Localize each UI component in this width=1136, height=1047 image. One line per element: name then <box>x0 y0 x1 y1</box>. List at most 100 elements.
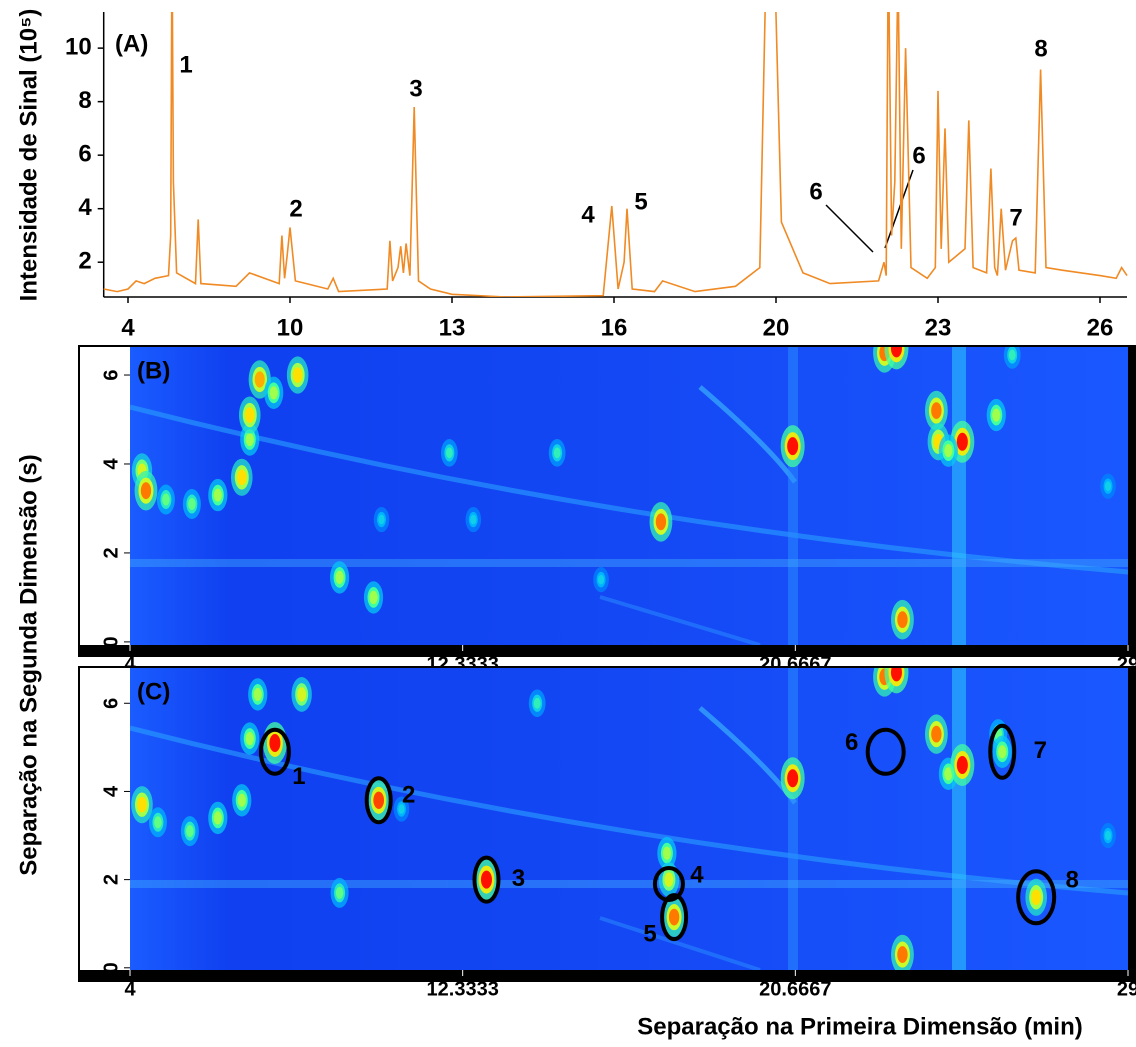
spot <box>944 767 953 781</box>
y-axis-strip <box>80 668 130 970</box>
peak-label: 6 <box>845 729 858 756</box>
y-tick-label: 4 <box>100 458 122 470</box>
x-axis-title: Separação na Primeira Dimensão (min) <box>637 1013 1083 1040</box>
heatmap-area <box>130 347 1128 645</box>
heatmap-background <box>130 668 1128 970</box>
y-axis-title: Intensidade de Sinal (10⁵) <box>15 9 42 302</box>
streak <box>130 404 1128 575</box>
spot <box>245 731 254 746</box>
streak <box>130 725 1128 896</box>
spot <box>1104 481 1112 492</box>
spot <box>213 811 222 825</box>
spot <box>335 570 344 584</box>
peak-label: 4 <box>690 861 704 888</box>
spot <box>445 447 453 459</box>
y-axis-title: Separação na Segunda Dimensão (s) <box>15 454 42 875</box>
x-tick-label: 29 <box>1117 978 1136 1000</box>
peak-label: 7 <box>1034 737 1047 764</box>
spot <box>992 408 1001 422</box>
x-tick-label: 4 <box>124 978 136 1000</box>
spot <box>662 846 672 860</box>
spot <box>956 755 968 774</box>
spot <box>1104 830 1112 841</box>
y-tick-label: 10 <box>65 33 92 60</box>
peak-label: 8 <box>1034 35 1047 62</box>
peak-label: 1 <box>292 763 305 790</box>
peak-label: 2 <box>402 782 415 809</box>
x-tick-label: 20.6667 <box>759 978 831 1000</box>
y-tick-label: 0 <box>100 962 122 973</box>
spot <box>598 574 605 585</box>
peak-circle <box>472 855 501 904</box>
spot <box>373 791 385 809</box>
spot <box>664 872 674 887</box>
x-tick-label: 23 <box>925 314 952 341</box>
spot <box>533 697 541 709</box>
spot <box>398 804 405 814</box>
peak-label: 5 <box>634 188 647 215</box>
spot <box>655 513 667 531</box>
spot <box>1031 889 1041 906</box>
streak <box>599 595 761 645</box>
spot <box>269 386 278 400</box>
streak <box>599 916 761 970</box>
spot <box>553 447 561 459</box>
x-tick-label: 26 <box>1087 314 1114 341</box>
y-tick-label: 2 <box>100 547 122 558</box>
peak-label: 4 <box>581 201 595 228</box>
column-bleed <box>788 347 798 645</box>
peak-circle <box>1016 869 1057 926</box>
spot <box>254 371 265 388</box>
y-tick-label: 6 <box>100 369 122 380</box>
spot <box>956 432 968 451</box>
spot <box>297 687 307 702</box>
y-tick-label: 6 <box>100 698 122 709</box>
peak-label: 8 <box>1066 867 1079 894</box>
peak-label: 2 <box>289 195 302 222</box>
baseline-band <box>130 559 1128 567</box>
y-tick-label: 0 <box>100 636 122 647</box>
baseline-band <box>130 880 1128 888</box>
x-tick-label: 16 <box>601 314 628 341</box>
spot <box>787 769 799 788</box>
heatmap-area <box>130 668 1128 970</box>
x-tick-label: 10 <box>277 314 304 341</box>
column-bleed <box>952 668 966 970</box>
x-tick-label: 20 <box>763 314 790 341</box>
spot <box>188 498 196 511</box>
peak-label: 6 <box>912 142 925 169</box>
panel-label: (A) <box>115 30 148 57</box>
spot <box>292 367 303 383</box>
spot <box>335 886 344 899</box>
peak-circle <box>865 727 906 776</box>
y-tick-label: 2 <box>78 248 91 275</box>
column-bleed <box>952 347 966 645</box>
panel-label: (B) <box>137 357 170 384</box>
peak-circle <box>364 776 393 825</box>
spot <box>236 469 247 486</box>
spot <box>1008 349 1016 361</box>
panel-label: (C) <box>137 678 170 705</box>
spot <box>890 668 902 682</box>
spot <box>378 514 385 525</box>
spot <box>931 725 942 743</box>
leader-line <box>825 204 874 253</box>
y-axis-strip <box>80 347 130 645</box>
spot <box>369 590 378 605</box>
peak-label: 5 <box>643 920 656 947</box>
peak-label: 7 <box>1009 204 1022 231</box>
x-tick-label: 12.3333 <box>427 978 499 1000</box>
spot <box>154 816 162 829</box>
spot <box>668 908 680 926</box>
peak-label: 1 <box>179 51 192 78</box>
spot <box>269 733 281 752</box>
spot <box>931 402 942 420</box>
spot <box>998 745 1007 759</box>
peak-label: 3 <box>512 865 525 892</box>
spot <box>140 482 152 500</box>
spot <box>897 946 908 963</box>
spot <box>245 432 254 447</box>
spot <box>470 514 477 525</box>
y-tick-label: 4 <box>100 785 122 797</box>
